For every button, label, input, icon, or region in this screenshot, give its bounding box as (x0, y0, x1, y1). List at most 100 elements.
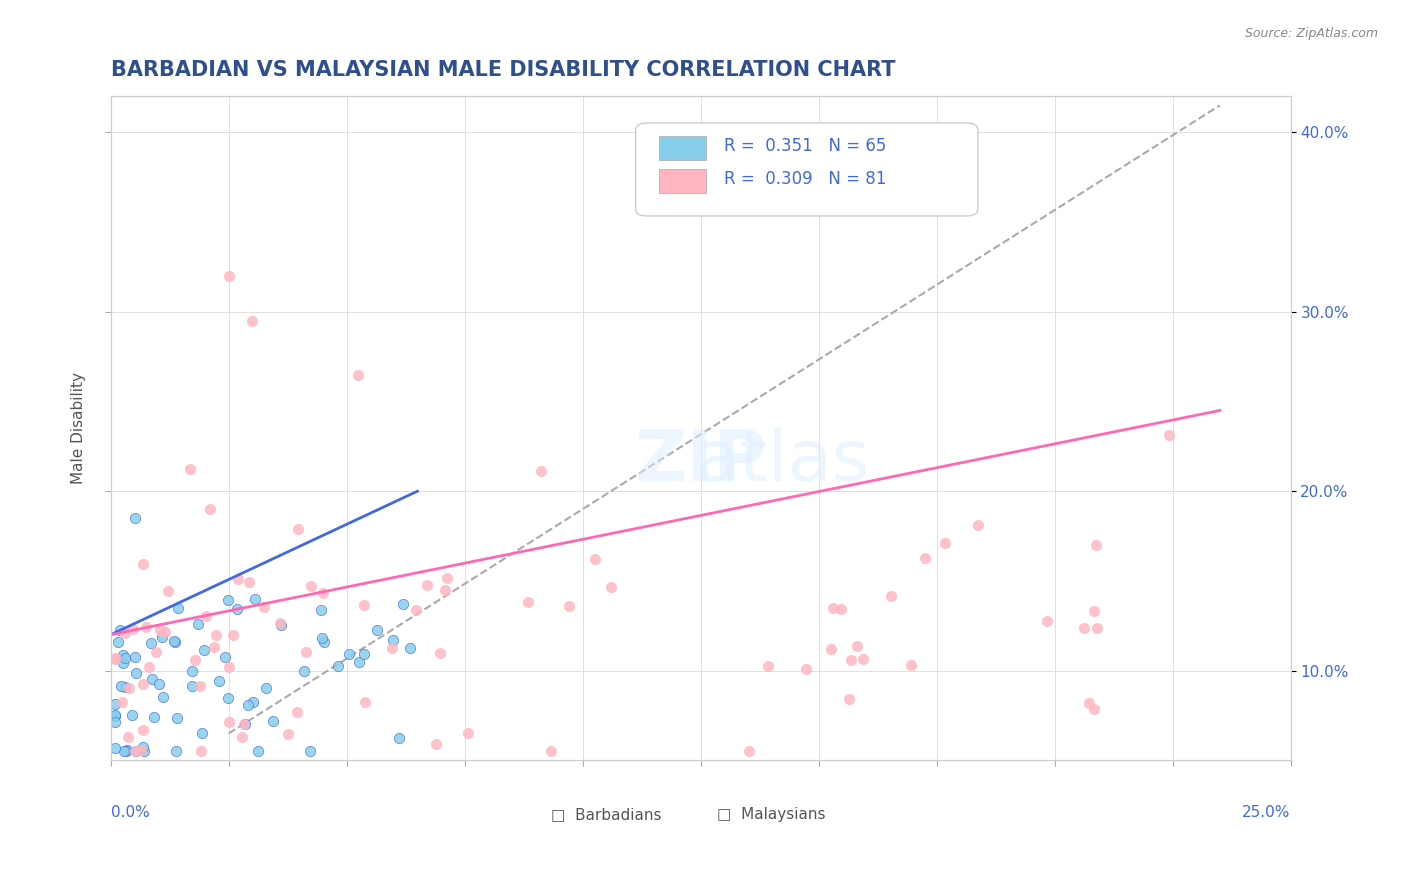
Point (309, 603, 332, 617)
Point (405, 603, 427, 617)
Point (235, 717, 257, 731)
Point (240, 314, 263, 328)
Text: atlas: atlas (696, 427, 870, 496)
Point (299, 580, 322, 594)
Point (436, 571, 458, 585)
Point (366, 623, 388, 637)
Point (292, 664, 315, 678)
Point (138, 660, 160, 674)
Point (139, 636, 162, 650)
Point (111, 695, 134, 709)
Point (231, 731, 253, 745)
Point (114, 650, 136, 665)
Point (124, 650, 146, 665)
Point (900, 657, 922, 672)
Point (738, 744, 761, 758)
Point (262, 714, 284, 728)
Point (914, 550, 936, 565)
Point (112, 744, 135, 758)
Text: □  Malaysians: □ Malaysians (717, 807, 825, 822)
Point (166, 601, 188, 615)
FancyBboxPatch shape (659, 136, 706, 160)
Point (238, 575, 260, 590)
Point (967, 517, 990, 532)
Point (299, 744, 322, 758)
Point (311, 632, 333, 646)
Point (312, 585, 335, 599)
Point (104, 707, 127, 722)
Point (821, 601, 844, 615)
Point (347, 368, 370, 382)
Point (104, 652, 127, 666)
Point (433, 582, 456, 597)
Point (125, 744, 148, 758)
Point (208, 673, 231, 688)
Point (125, 665, 148, 680)
Point (294, 645, 316, 659)
Point (217, 691, 239, 706)
Point (242, 695, 264, 709)
Point (1083, 604, 1105, 618)
Text: R =  0.309   N = 81: R = 0.309 N = 81 (724, 170, 887, 188)
Point (117, 730, 139, 744)
Point (1084, 538, 1107, 552)
Point (839, 653, 862, 667)
Point (142, 709, 165, 723)
Point (1159, 428, 1181, 442)
Point (399, 640, 422, 655)
Point (218, 268, 240, 283)
Point (111, 648, 134, 663)
Point (558, 599, 581, 613)
Point (222, 628, 245, 642)
Point (381, 640, 404, 655)
Point (152, 690, 174, 704)
Point (247, 744, 270, 758)
Point (150, 630, 173, 644)
Point (217, 592, 239, 607)
Point (131, 677, 153, 691)
Point (108, 624, 131, 638)
Point (179, 462, 201, 476)
Text: ZIP: ZIP (634, 427, 766, 496)
Point (129, 743, 152, 757)
Point (104, 651, 127, 665)
Point (214, 650, 236, 665)
Point (425, 737, 447, 751)
Point (337, 648, 360, 662)
Point (416, 577, 439, 591)
Point (165, 634, 187, 648)
Point (132, 740, 155, 755)
Point (205, 628, 228, 642)
Point (326, 658, 349, 673)
Point (583, 551, 606, 566)
Point (312, 635, 335, 649)
Point (347, 656, 370, 670)
Text: 25.0%: 25.0% (1243, 805, 1291, 821)
Point (114, 625, 136, 640)
Point (198, 502, 221, 516)
Point (794, 662, 817, 676)
Point (243, 592, 266, 607)
Point (132, 744, 155, 758)
Point (285, 705, 308, 719)
Point (187, 617, 209, 632)
Text: 0.0%: 0.0% (111, 805, 149, 821)
Point (277, 727, 299, 741)
Point (353, 599, 375, 613)
Point (218, 715, 240, 730)
Point (117, 743, 139, 757)
Point (254, 681, 277, 696)
Point (157, 583, 180, 598)
Point (104, 714, 127, 729)
Point (457, 726, 479, 740)
Point (104, 740, 127, 755)
Point (388, 731, 411, 746)
Point (122, 622, 145, 636)
Point (181, 664, 204, 678)
Point (149, 623, 172, 637)
Text: R =  0.351   N = 65: R = 0.351 N = 65 (724, 137, 887, 155)
Point (880, 589, 903, 603)
Point (381, 633, 404, 648)
Point (191, 726, 214, 740)
Point (830, 602, 852, 616)
